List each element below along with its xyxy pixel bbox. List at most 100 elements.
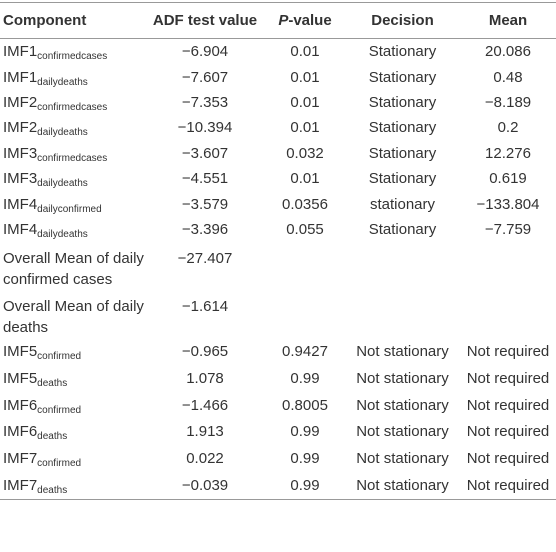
component-cell: IMF4dailydeaths [0,217,145,242]
table-row: Overall Mean of daily deaths −1.614 [0,290,556,338]
value-cell: 0.01 [290,93,320,111]
component-subscript: dailyconfirmed [37,203,102,215]
value-cell: 0.022 [186,450,224,468]
component-subscript: dailydeaths [37,178,88,190]
table-row: IMF5deaths 1.078 0.99 Not stationary Not req… [0,365,556,392]
value-cell: −1.466 [181,396,229,414]
component-cell: Overall Mean of daily deaths [0,290,145,338]
value-cell: −0.965 [181,343,229,361]
data-table: Component ADF test value P-value Decision Me… [0,2,556,500]
value-cell: 12.276 [485,144,531,162]
value-cell: Not stationary [356,343,449,361]
value-cell: stationary [369,195,436,213]
empty-cell [345,290,460,338]
value-cell: −3.396 [181,220,229,238]
header-cell: Mean [488,12,528,29]
value-cell: −7.353 [181,93,229,111]
value-cell: Not required [466,343,550,361]
component-name: IMF7 [3,450,38,468]
value-cell: −4.551 [181,170,229,188]
value-cell: −3.607 [181,144,229,162]
header-cell: ADF test value [152,12,258,29]
header-cell: Decision [371,12,434,29]
component-subscript: confirmedcases [37,152,108,164]
value-cell: 1.078 [186,369,224,387]
value-cell: −7.607 [181,68,229,86]
value-cell: 0.99 [290,423,320,441]
value-cell: Stationary [368,170,437,188]
value-cell: 0.48 [493,68,523,86]
component-name: IMF5 [3,343,38,361]
component-name: IMF6 [3,423,38,441]
table-row: IMF7deaths −0.039 0.99 Not stationary Not re… [0,472,556,500]
component-subscript: confirmedcases [37,101,108,113]
value-cell: −133.804 [476,195,540,213]
component-name: IMF3 [3,170,38,188]
table-row: IMF4dailydeaths −3.396 0.055 Stationary −7.7… [0,217,556,242]
component-name: IMF2 [3,93,38,111]
value-cell: −27.407 [177,250,233,268]
value-cell: 0.99 [290,477,320,494]
value-cell: Not stationary [356,369,449,387]
empty-cell [460,290,556,338]
component-name: IMF4 [3,195,38,213]
value-cell: Not stationary [356,423,449,441]
component-subscript: dailydeaths [37,76,88,88]
component-cell: IMF6deaths [0,419,145,446]
empty-cell [460,242,556,290]
table-row: Overall Mean of daily confirmed cases −27… [0,242,556,290]
component-subscript: deaths [37,485,68,496]
component-subscript: confirmed [37,458,82,470]
value-cell: Stationary [368,43,437,61]
component-cell: IMF5confirmed [0,338,145,365]
component-cell: IMF1dailydeaths [0,64,145,89]
value-cell: 0.9427 [282,343,328,361]
table-row: IMF6deaths 1.913 0.99 Not stationary Not req… [0,419,556,446]
value-cell: 0.619 [489,170,527,188]
component-cell: IMF6confirmed [0,392,145,419]
component-name: IMF6 [3,396,38,414]
component-name: IMF4 [3,220,38,238]
value-cell: 0.055 [286,220,324,238]
component-subscript: deaths [37,431,68,443]
value-cell: Not required [466,423,550,441]
value-cell: Stationary [368,119,437,137]
table-row: IMF3confirmedcases −3.607 0.032 Stationary 1… [0,141,556,166]
value-cell: 0.01 [290,119,320,137]
component-cell: IMF2confirmedcases [0,90,145,115]
table-row: IMF2dailydeaths −10.394 0.01 Stationary 0.2 [0,115,556,140]
component-cell: IMF4dailyconfirmed [0,191,145,216]
value-cell: 0.0356 [282,195,328,213]
empty-cell [265,242,345,290]
value-cell: −1.614 [181,298,229,316]
table-row: IMF4dailyconfirmed −3.579 0.0356 stationary… [0,191,556,216]
header-cell: P-value [265,3,345,39]
component-name: IMF2 [3,119,38,137]
table-row: IMF1confirmedcases −6.904 0.01 Stationary 20… [0,39,556,65]
table-row: IMF1dailydeaths −7.607 0.01 Stationary 0.48 [0,64,556,89]
value-cell: −3.579 [181,195,229,213]
value-cell: 0.01 [290,170,320,188]
value-cell: Stationary [368,93,437,111]
value-cell: Not stationary [356,450,449,468]
header-text: -value [288,12,332,29]
component-cell: IMF2dailydeaths [0,115,145,140]
table-row: IMF6confirmed −1.466 0.8005 Not stationary N… [0,392,556,419]
table-row: IMF5confirmed −0.965 0.9427 Not stationary N… [0,338,556,365]
empty-cell [265,290,345,338]
component-cell: IMF3confirmedcases [0,141,145,166]
component-name: IMF1 [3,43,38,61]
header-row: Component ADF test value P-value Decision Me… [0,2,556,39]
value-cell: −10.394 [177,119,233,137]
component-cell: IMF5deaths [0,365,145,392]
value-cell: −0.039 [181,477,229,494]
component-subscript: deaths [37,377,68,389]
component-subscript: dailydeaths [37,228,88,240]
value-cell: 0.01 [290,43,320,61]
value-cell: Not required [466,477,550,494]
table-header: Component ADF test value P-value Decision Me… [0,2,556,39]
value-cell: 0.8005 [282,396,328,414]
value-cell: −7.759 [484,220,532,238]
component-name: IMF3 [3,144,38,162]
